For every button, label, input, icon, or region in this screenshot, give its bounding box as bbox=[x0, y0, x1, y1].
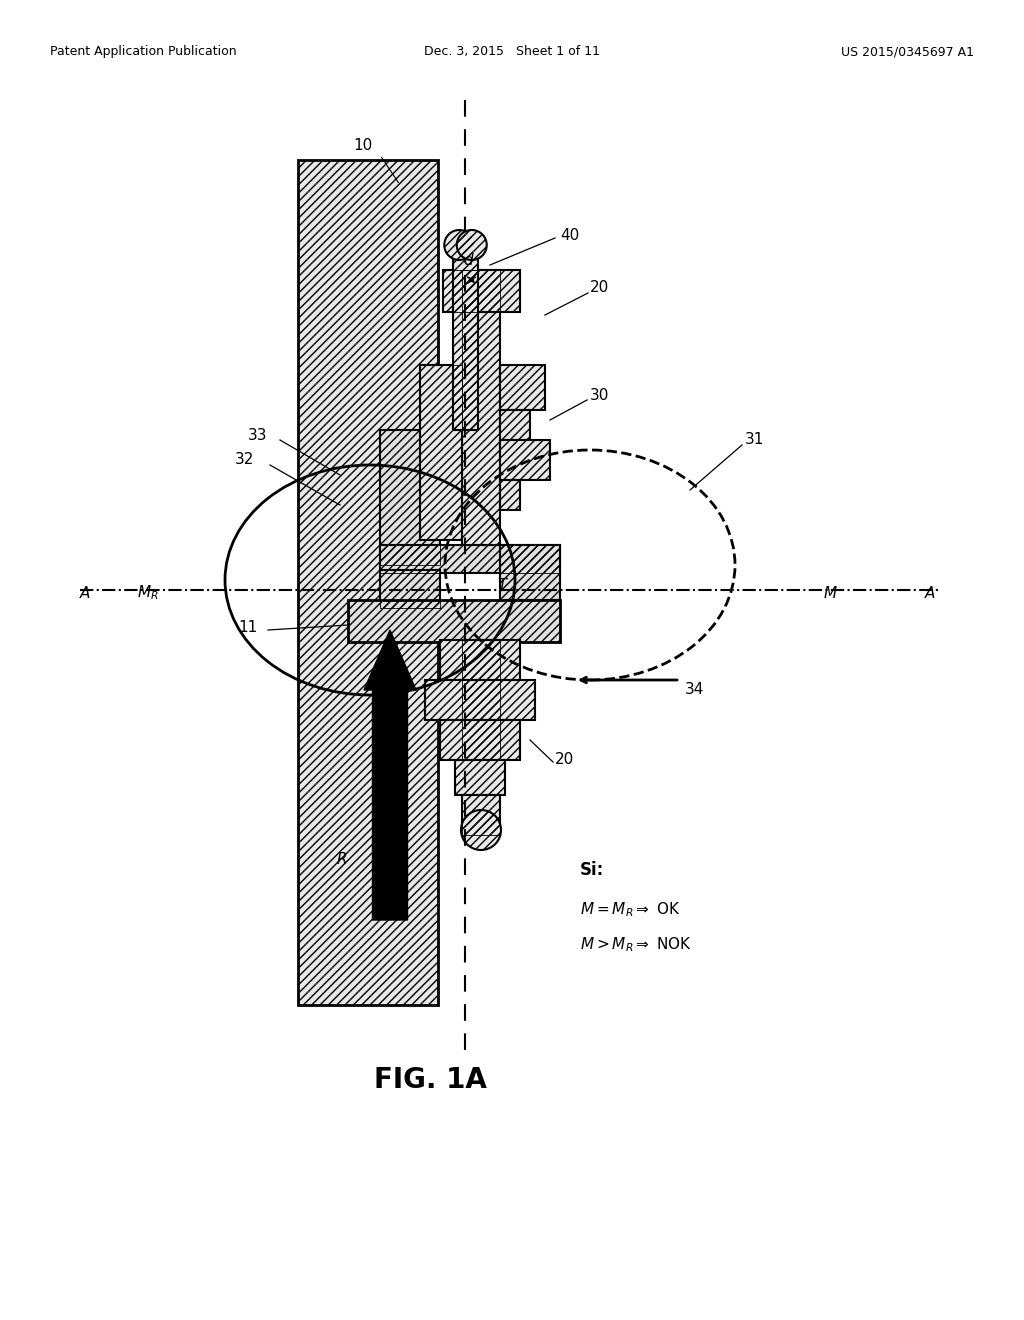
Bar bbox=[420, 366, 462, 540]
Text: $M>M_R \Rightarrow$ NOK: $M>M_R \Rightarrow$ NOK bbox=[580, 936, 692, 954]
Bar bbox=[500, 440, 550, 480]
Text: 33: 33 bbox=[248, 428, 267, 442]
Text: 32: 32 bbox=[234, 453, 254, 467]
Bar bbox=[298, 160, 438, 1005]
Text: d: d bbox=[463, 253, 473, 268]
Bar bbox=[380, 570, 440, 609]
Bar bbox=[455, 760, 505, 795]
Text: 10: 10 bbox=[353, 137, 373, 153]
Text: T: T bbox=[498, 578, 507, 593]
Bar bbox=[440, 719, 520, 760]
Text: M: M bbox=[823, 586, 837, 601]
Bar bbox=[500, 480, 520, 510]
Circle shape bbox=[444, 230, 474, 260]
Bar bbox=[380, 430, 440, 565]
Text: US 2015/0345697 A1: US 2015/0345697 A1 bbox=[841, 45, 974, 58]
Bar bbox=[500, 411, 530, 440]
FancyArrow shape bbox=[364, 630, 416, 920]
Text: A: A bbox=[80, 586, 90, 601]
Bar bbox=[462, 795, 500, 836]
Text: 30: 30 bbox=[590, 388, 609, 403]
Bar bbox=[443, 271, 520, 312]
Text: 40: 40 bbox=[560, 227, 580, 243]
Bar bbox=[453, 246, 478, 430]
Text: Patent Application Publication: Patent Application Publication bbox=[50, 45, 237, 58]
Circle shape bbox=[461, 810, 501, 850]
Bar bbox=[455, 760, 505, 795]
Bar bbox=[500, 440, 550, 480]
Bar bbox=[462, 271, 500, 545]
Bar bbox=[453, 246, 478, 430]
Bar bbox=[500, 545, 560, 601]
Text: 31: 31 bbox=[745, 433, 764, 447]
Bar bbox=[462, 271, 500, 545]
Bar bbox=[500, 480, 520, 510]
Bar bbox=[440, 640, 520, 680]
Text: 20: 20 bbox=[590, 281, 609, 296]
Text: Dec. 3, 2015   Sheet 1 of 11: Dec. 3, 2015 Sheet 1 of 11 bbox=[424, 45, 600, 58]
Text: 20: 20 bbox=[555, 752, 574, 767]
Bar bbox=[298, 160, 438, 1005]
Text: 34: 34 bbox=[685, 682, 705, 697]
Bar bbox=[500, 366, 545, 411]
Bar bbox=[380, 430, 440, 565]
Bar bbox=[440, 640, 520, 680]
Bar bbox=[462, 795, 500, 836]
Bar bbox=[462, 640, 500, 760]
Bar bbox=[425, 680, 535, 719]
Bar bbox=[380, 545, 560, 573]
Bar bbox=[500, 366, 545, 411]
Text: $M=M_R \Rightarrow$ OK: $M=M_R \Rightarrow$ OK bbox=[580, 900, 681, 919]
Text: Si:: Si: bbox=[580, 861, 604, 879]
Bar bbox=[443, 271, 520, 312]
Bar bbox=[348, 601, 560, 642]
Bar bbox=[348, 601, 560, 642]
Bar bbox=[425, 680, 535, 719]
Circle shape bbox=[457, 230, 486, 260]
Text: R: R bbox=[337, 853, 347, 867]
Text: FIG. 1A: FIG. 1A bbox=[374, 1067, 486, 1094]
Bar bbox=[420, 366, 462, 540]
Bar bbox=[462, 640, 500, 760]
Text: A: A bbox=[925, 586, 935, 601]
Bar bbox=[500, 545, 560, 601]
Bar bbox=[380, 570, 440, 609]
Bar bbox=[500, 411, 530, 440]
Bar bbox=[380, 545, 560, 573]
Bar bbox=[440, 719, 520, 760]
Text: 11: 11 bbox=[238, 620, 257, 635]
Text: $M_R$: $M_R$ bbox=[137, 583, 159, 602]
